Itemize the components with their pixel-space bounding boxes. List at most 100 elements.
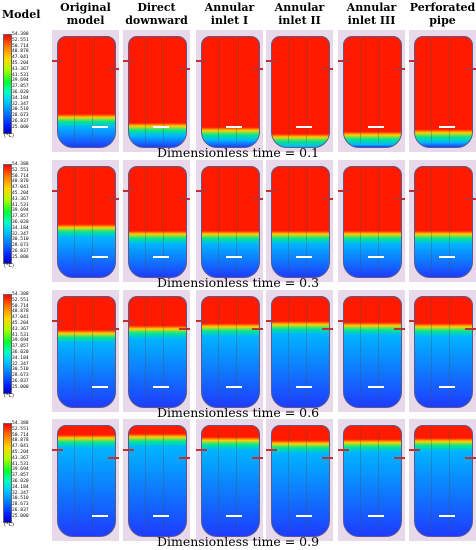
- internal-guide-line: [163, 298, 164, 403]
- outlet-pipe: [394, 68, 405, 70]
- inlet-pipe: [92, 126, 108, 128]
- row-caption: Dimensionless time = 0.9: [156, 534, 320, 549]
- inlet-pipe: [153, 256, 169, 258]
- legend-tick-label: 45.204: [12, 320, 29, 326]
- outlet-pipe: [196, 449, 207, 451]
- row-caption: Dimensionless time = 0.1: [156, 145, 320, 160]
- legend-tick-label: 30.510: [12, 367, 29, 373]
- legend-tick-label: 34.184: [12, 225, 29, 231]
- outlet-pipe: [266, 320, 277, 322]
- outlet-pipe: [179, 328, 190, 330]
- legend-tick-label: 39.694: [12, 467, 29, 473]
- temperature-contour-panel: [266, 290, 333, 412]
- internal-guide-line: [360, 298, 361, 403]
- legend-tick-label: 45.204: [12, 449, 29, 455]
- legend-tick-label: 36.020: [12, 219, 29, 225]
- outlet-pipe: [252, 198, 263, 200]
- internal-guide-line: [360, 38, 361, 143]
- internal-guide-line: [360, 427, 361, 532]
- legend-tick-label: 32.347: [12, 490, 29, 496]
- temperature-contour-panel: [123, 30, 190, 152]
- legend-tick-label: 36.020: [12, 349, 29, 355]
- temperature-legend: 54.388 52.551 50.714 48.878 47.041 45.204 43.3…: [1, 292, 47, 399]
- legend-tick-label: 54.388: [12, 162, 29, 167]
- internal-guide-line: [163, 168, 164, 273]
- legend-tick-label: 26.837: [12, 118, 29, 124]
- legend-tick-label: 43.367: [12, 455, 29, 461]
- legend-tick-label: 52.551: [12, 297, 29, 303]
- internal-guide-line: [431, 298, 432, 403]
- temperature-contour-panel: [409, 419, 476, 541]
- legend-tick-label: 45.204: [12, 190, 29, 196]
- outlet-pipe: [123, 60, 134, 62]
- outlet-pipe: [409, 320, 420, 322]
- legend-tick-label: 50.714: [12, 173, 29, 179]
- outlet-pipe: [465, 457, 476, 459]
- outlet-pipe: [322, 68, 333, 70]
- legend-tick-label: 39.694: [12, 208, 29, 214]
- legend-tick-label: 25.000: [12, 384, 29, 390]
- legend-tick-label: 26.837: [12, 507, 29, 513]
- internal-guide-line: [378, 168, 379, 273]
- temperature-contour-panel: [266, 160, 333, 282]
- internal-guide-line: [92, 38, 93, 143]
- internal-guide-line: [306, 427, 307, 532]
- tank-contour: [414, 296, 473, 408]
- legend-tick-label: 54.388: [12, 292, 29, 297]
- inlet-pipe: [296, 386, 312, 388]
- tank-contour: [414, 166, 473, 278]
- temperature-contour-panel: [266, 30, 333, 152]
- internal-guide-line: [92, 168, 93, 273]
- outlet-pipe: [394, 198, 405, 200]
- internal-guide-line: [449, 427, 450, 532]
- legend-tick-label: 26.837: [12, 378, 29, 384]
- legend-tick-label: 41.531: [12, 461, 29, 467]
- header-model-label: Model: [2, 8, 41, 21]
- legend-tick-label: 45.204: [12, 60, 29, 66]
- outlet-pipe: [322, 198, 333, 200]
- outlet-pipe: [196, 320, 207, 322]
- inlet-pipe: [439, 256, 455, 258]
- internal-guide-line: [306, 168, 307, 273]
- outlet-pipe: [108, 328, 119, 330]
- legend-tick-label: 48.878: [12, 438, 29, 444]
- internal-guide-line: [92, 427, 93, 532]
- legend-tick-label: 41.531: [12, 72, 29, 78]
- inlet-pipe: [439, 126, 455, 128]
- tank-contour: [201, 36, 260, 148]
- outlet-pipe: [252, 457, 263, 459]
- legend-tick-label: 25.000: [12, 254, 29, 260]
- inlet-pipe: [153, 515, 169, 517]
- legend-unit: (°C): [4, 133, 14, 139]
- legend-tick-label: 32.347: [12, 101, 29, 107]
- legend-tick-label: 30.510: [12, 237, 29, 243]
- column-header-1: Original model: [60, 1, 111, 27]
- legend-tick-label: 37.857: [12, 84, 29, 90]
- legend-colorbar: [3, 423, 12, 523]
- temperature-contour-panel: [409, 160, 476, 282]
- outlet-pipe: [338, 320, 349, 322]
- temperature-contour-panel: [409, 30, 476, 152]
- legend-tick-label: 50.714: [12, 303, 29, 309]
- internal-guide-line: [92, 298, 93, 403]
- legend-tick-label: 52.551: [12, 167, 29, 173]
- internal-guide-line: [74, 298, 75, 403]
- inlet-pipe: [368, 256, 384, 258]
- internal-guide-line: [236, 298, 237, 403]
- outlet-pipe: [108, 68, 119, 70]
- inlet-pipe: [92, 256, 108, 258]
- legend-tick-label: 28.673: [12, 502, 29, 508]
- legend-tick-label: 36.020: [12, 89, 29, 95]
- outlet-pipe: [409, 449, 420, 451]
- outlet-pipe: [394, 457, 405, 459]
- internal-guide-line: [163, 427, 164, 532]
- temperature-contour-panel: [123, 290, 190, 412]
- legend-tick-label: 43.367: [12, 66, 29, 72]
- inlet-pipe: [92, 515, 108, 517]
- inlet-pipe: [153, 386, 169, 388]
- row-caption: Dimensionless time = 0.3: [156, 275, 320, 290]
- inlet-pipe: [226, 256, 242, 258]
- temperature-contour-panel: [266, 419, 333, 541]
- column-header-2: Direct downward: [125, 1, 188, 27]
- internal-guide-line: [449, 298, 450, 403]
